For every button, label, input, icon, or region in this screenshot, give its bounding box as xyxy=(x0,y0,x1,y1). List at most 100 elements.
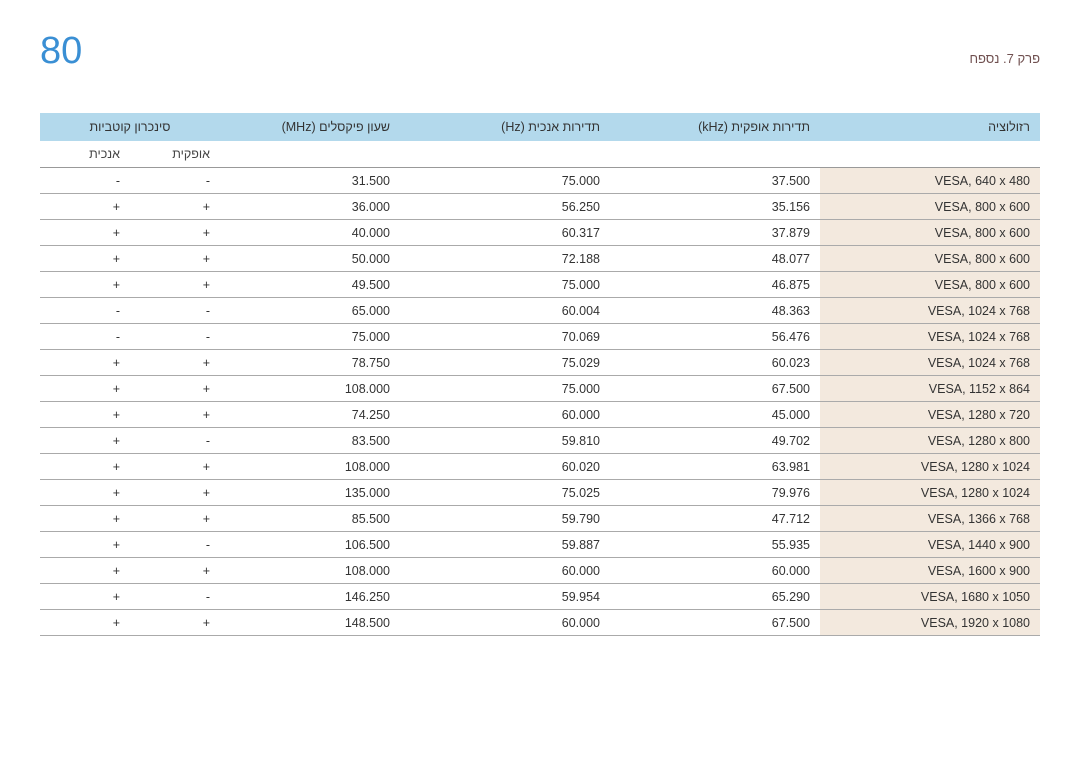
table-row: VESA, 1280 x 80049.70259.81083.500-+ xyxy=(40,428,1040,454)
cell-hfreq: 60.023 xyxy=(610,350,820,376)
cell-vfreq: 59.954 xyxy=(400,584,610,610)
cell-pclk: 83.500 xyxy=(220,428,400,454)
cell-pclk: 31.500 xyxy=(220,168,400,194)
cell-resolution: VESA, 1440 x 900 xyxy=(820,532,1040,558)
table-row: VESA, 800 x 60037.87960.31740.000++ xyxy=(40,220,1040,246)
cell-hfreq: 48.363 xyxy=(610,298,820,324)
cell-vfreq: 60.020 xyxy=(400,454,610,480)
cell-resolution: VESA, 1366 x 768 xyxy=(820,506,1040,532)
cell-vfreq: 70.069 xyxy=(400,324,610,350)
cell-vsync: + xyxy=(40,584,130,610)
cell-hsync: + xyxy=(130,454,220,480)
cell-hsync: + xyxy=(130,194,220,220)
table-row: VESA, 800 x 60048.07772.18850.000++ xyxy=(40,246,1040,272)
cell-hfreq: 60.000 xyxy=(610,558,820,584)
cell-hfreq: 37.500 xyxy=(610,168,820,194)
cell-vfreq: 60.000 xyxy=(400,610,610,636)
cell-vfreq: 59.810 xyxy=(400,428,610,454)
cell-vsync: + xyxy=(40,350,130,376)
cell-resolution: VESA, 1280 x 720 xyxy=(820,402,1040,428)
cell-pclk: 75.000 xyxy=(220,324,400,350)
table-row: VESA, 640 x 48037.50075.00031.500-- xyxy=(40,168,1040,194)
cell-vsync: + xyxy=(40,220,130,246)
col-header-hfreq: תדירות אופקית (kHz) xyxy=(610,113,820,141)
cell-hfreq: 63.981 xyxy=(610,454,820,480)
cell-vfreq: 75.000 xyxy=(400,272,610,298)
cell-vfreq: 75.029 xyxy=(400,350,610,376)
cell-pclk: 49.500 xyxy=(220,272,400,298)
table-header-row-1: רזולוציה תדירות אופקית (kHz) תדירות אנכי… xyxy=(40,113,1040,141)
cell-vfreq: 59.790 xyxy=(400,506,610,532)
cell-vsync: + xyxy=(40,194,130,220)
cell-pclk: 74.250 xyxy=(220,402,400,428)
cell-vfreq: 75.025 xyxy=(400,480,610,506)
cell-pclk: 65.000 xyxy=(220,298,400,324)
cell-vfreq: 72.188 xyxy=(400,246,610,272)
cell-vsync: + xyxy=(40,506,130,532)
cell-resolution: VESA, 640 x 480 xyxy=(820,168,1040,194)
cell-vsync: + xyxy=(40,428,130,454)
cell-hsync: - xyxy=(130,532,220,558)
table-row: VESA, 1280 x 102463.98160.020108.000++ xyxy=(40,454,1040,480)
table-row: VESA, 1366 x 76847.71259.79085.500++ xyxy=(40,506,1040,532)
col-header-resolution: רזולוציה xyxy=(820,113,1040,141)
cell-pclk: 36.000 xyxy=(220,194,400,220)
cell-vsync: + xyxy=(40,480,130,506)
cell-hfreq: 37.879 xyxy=(610,220,820,246)
table-row: VESA, 1600 x 90060.00060.000108.000++ xyxy=(40,558,1040,584)
table-row: VESA, 800 x 60035.15656.25036.000++ xyxy=(40,194,1040,220)
cell-vfreq: 60.000 xyxy=(400,558,610,584)
cell-vsync: + xyxy=(40,454,130,480)
table-row: VESA, 1024 x 76848.36360.00465.000-- xyxy=(40,298,1040,324)
cell-vsync: - xyxy=(40,298,130,324)
cell-hsync: + xyxy=(130,246,220,272)
col-header-hsync: אופקית xyxy=(130,141,220,168)
cell-hsync: + xyxy=(130,272,220,298)
cell-pclk: 135.000 xyxy=(220,480,400,506)
cell-resolution: VESA, 1680 x 1050 xyxy=(820,584,1040,610)
cell-pclk: 108.000 xyxy=(220,454,400,480)
cell-vsync: + xyxy=(40,376,130,402)
cell-hsync: - xyxy=(130,298,220,324)
cell-vfreq: 60.004 xyxy=(400,298,610,324)
cell-pclk: 148.500 xyxy=(220,610,400,636)
cell-resolution: VESA, 1280 x 1024 xyxy=(820,480,1040,506)
cell-vfreq: 56.250 xyxy=(400,194,610,220)
cell-vsync: + xyxy=(40,558,130,584)
cell-hfreq: 67.500 xyxy=(610,376,820,402)
table-row: VESA, 1680 x 105065.29059.954146.250-+ xyxy=(40,584,1040,610)
cell-hfreq: 67.500 xyxy=(610,610,820,636)
table-row: VESA, 1280 x 102479.97675.025135.000++ xyxy=(40,480,1040,506)
cell-pclk: 106.500 xyxy=(220,532,400,558)
table-row: VESA, 1024 x 76860.02375.02978.750++ xyxy=(40,350,1040,376)
table-row: VESA, 1152 x 86467.50075.000108.000++ xyxy=(40,376,1040,402)
cell-hfreq: 48.077 xyxy=(610,246,820,272)
cell-hfreq: 56.476 xyxy=(610,324,820,350)
timing-table: רזולוציה תדירות אופקית (kHz) תדירות אנכי… xyxy=(40,113,1040,636)
cell-hsync: - xyxy=(130,168,220,194)
cell-vfreq: 60.317 xyxy=(400,220,610,246)
cell-resolution: VESA, 1920 x 1080 xyxy=(820,610,1040,636)
cell-vfreq: 75.000 xyxy=(400,168,610,194)
cell-hfreq: 65.290 xyxy=(610,584,820,610)
cell-pclk: 146.250 xyxy=(220,584,400,610)
cell-vfreq: 59.887 xyxy=(400,532,610,558)
cell-hsync: + xyxy=(130,506,220,532)
page-header: פרק 7. נספח 80 xyxy=(40,30,1040,73)
page-number: 80 xyxy=(40,30,82,73)
col-header-vsync: אנכית xyxy=(40,141,130,168)
table-header-row-2: אופקית אנכית xyxy=(40,141,1040,168)
cell-hsync: + xyxy=(130,376,220,402)
cell-hsync: + xyxy=(130,558,220,584)
cell-hfreq: 49.702 xyxy=(610,428,820,454)
cell-resolution: VESA, 800 x 600 xyxy=(820,220,1040,246)
table-row: VESA, 800 x 60046.87575.00049.500++ xyxy=(40,272,1040,298)
cell-resolution: VESA, 1024 x 768 xyxy=(820,350,1040,376)
cell-vsync: + xyxy=(40,402,130,428)
cell-hsync: - xyxy=(130,324,220,350)
cell-pclk: 85.500 xyxy=(220,506,400,532)
cell-vsync: - xyxy=(40,168,130,194)
cell-hsync: + xyxy=(130,220,220,246)
cell-hsync: - xyxy=(130,584,220,610)
cell-pclk: 40.000 xyxy=(220,220,400,246)
